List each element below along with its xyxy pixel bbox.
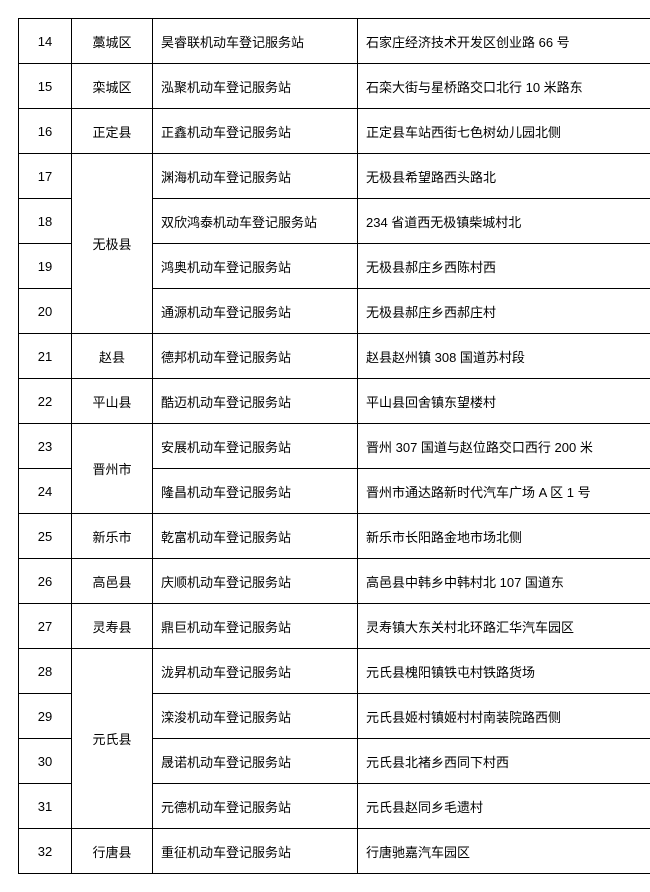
row-number: 21: [19, 334, 72, 379]
address-cell: 行唐驰嘉汽车园区: [358, 829, 650, 874]
table-row: 25 新乐市 乾富机动车登记服务站 新乐市长阳路金地市场北侧: [19, 514, 650, 559]
row-number: 22: [19, 379, 72, 424]
address-cell: 元氏县姬村镇姬村村南装院路西侧: [358, 694, 650, 739]
region-cell: 赵县: [72, 334, 153, 379]
station-cell: 重征机动车登记服务站: [153, 829, 358, 874]
row-number: 24: [19, 469, 72, 514]
table-row: 32 行唐县 重征机动车登记服务站 行唐驰嘉汽车园区: [19, 829, 650, 874]
table-row: 28 元氏县 泷昇机动车登记服务站 元氏县槐阳镇铁屯村铁路货场: [19, 649, 650, 694]
row-number: 15: [19, 64, 72, 109]
registration-stations-table: 14 藁城区 昊睿联机动车登记服务站 石家庄经济技术开发区创业路 66 号 15…: [18, 18, 650, 874]
region-cell: 高邑县: [72, 559, 153, 604]
region-cell-merged: 元氏县: [72, 649, 153, 829]
station-cell: 通源机动车登记服务站: [153, 289, 358, 334]
station-cell: 晟诺机动车登记服务站: [153, 739, 358, 784]
row-number: 20: [19, 289, 72, 334]
station-cell: 安展机动车登记服务站: [153, 424, 358, 469]
station-cell: 昊睿联机动车登记服务站: [153, 19, 358, 64]
address-cell: 晋州市通达路新时代汽车广场 A 区 1 号: [358, 469, 650, 514]
row-number: 27: [19, 604, 72, 649]
row-number: 18: [19, 199, 72, 244]
address-cell: 234 省道西无极镇柴城村北: [358, 199, 650, 244]
address-cell: 灵寿镇大东关村北环路汇华汽车园区: [358, 604, 650, 649]
region-cell: 新乐市: [72, 514, 153, 559]
region-cell: 行唐县: [72, 829, 153, 874]
address-cell: 元氏县北褚乡西同下村西: [358, 739, 650, 784]
station-cell: 鸿奥机动车登记服务站: [153, 244, 358, 289]
region-cell-merged: 晋州市: [72, 424, 153, 514]
table-row: 26 高邑县 庆顺机动车登记服务站 高邑县中韩乡中韩村北 107 国道东: [19, 559, 650, 604]
station-cell: 庆顺机动车登记服务站: [153, 559, 358, 604]
address-cell: 新乐市长阳路金地市场北侧: [358, 514, 650, 559]
address-cell: 无极县郝庄乡西陈村西: [358, 244, 650, 289]
row-number: 25: [19, 514, 72, 559]
row-number: 14: [19, 19, 72, 64]
address-cell: 无极县郝庄乡西郝庄村: [358, 289, 650, 334]
station-cell: 酷迈机动车登记服务站: [153, 379, 358, 424]
row-number: 26: [19, 559, 72, 604]
table-row: 17 无极县 渊海机动车登记服务站 无极县希望路西头路北: [19, 154, 650, 199]
address-cell: 赵县赵州镇 308 国道苏村段: [358, 334, 650, 379]
table-row: 22 平山县 酷迈机动车登记服务站 平山县回舍镇东望楼村: [19, 379, 650, 424]
station-cell: 元德机动车登记服务站: [153, 784, 358, 829]
row-number: 29: [19, 694, 72, 739]
table-row: 21 赵县 德邦机动车登记服务站 赵县赵州镇 308 国道苏村段: [19, 334, 650, 379]
row-number: 19: [19, 244, 72, 289]
region-cell: 栾城区: [72, 64, 153, 109]
address-cell: 元氏县赵同乡毛遗村: [358, 784, 650, 829]
region-cell-merged: 无极县: [72, 154, 153, 334]
station-cell: 泓聚机动车登记服务站: [153, 64, 358, 109]
table-body: 14 藁城区 昊睿联机动车登记服务站 石家庄经济技术开发区创业路 66 号 15…: [19, 19, 650, 874]
station-cell: 乾富机动车登记服务站: [153, 514, 358, 559]
address-cell: 平山县回舍镇东望楼村: [358, 379, 650, 424]
region-cell: 灵寿县: [72, 604, 153, 649]
table-row: 15 栾城区 泓聚机动车登记服务站 石栾大街与星桥路交口北行 10 米路东: [19, 64, 650, 109]
row-number: 16: [19, 109, 72, 154]
address-cell: 元氏县槐阳镇铁屯村铁路货场: [358, 649, 650, 694]
address-cell: 晋州 307 国道与赵位路交口西行 200 米: [358, 424, 650, 469]
station-cell: 泷昇机动车登记服务站: [153, 649, 358, 694]
row-number: 17: [19, 154, 72, 199]
station-cell: 隆昌机动车登记服务站: [153, 469, 358, 514]
region-cell: 平山县: [72, 379, 153, 424]
row-number: 32: [19, 829, 72, 874]
row-number: 28: [19, 649, 72, 694]
row-number: 31: [19, 784, 72, 829]
region-cell: 藁城区: [72, 19, 153, 64]
table-row: 23 晋州市 安展机动车登记服务站 晋州 307 国道与赵位路交口西行 200 …: [19, 424, 650, 469]
table-row: 16 正定县 正鑫机动车登记服务站 正定县车站西街七色树幼儿园北侧: [19, 109, 650, 154]
station-cell: 滦浚机动车登记服务站: [153, 694, 358, 739]
station-cell: 鼎巨机动车登记服务站: [153, 604, 358, 649]
station-cell: 双欣鸿泰机动车登记服务站: [153, 199, 358, 244]
row-number: 23: [19, 424, 72, 469]
region-cell: 正定县: [72, 109, 153, 154]
address-cell: 石栾大街与星桥路交口北行 10 米路东: [358, 64, 650, 109]
address-cell: 正定县车站西街七色树幼儿园北侧: [358, 109, 650, 154]
station-cell: 渊海机动车登记服务站: [153, 154, 358, 199]
row-number: 30: [19, 739, 72, 784]
station-cell: 正鑫机动车登记服务站: [153, 109, 358, 154]
address-cell: 石家庄经济技术开发区创业路 66 号: [358, 19, 650, 64]
table-row: 14 藁城区 昊睿联机动车登记服务站 石家庄经济技术开发区创业路 66 号: [19, 19, 650, 64]
station-cell: 德邦机动车登记服务站: [153, 334, 358, 379]
table-row: 27 灵寿县 鼎巨机动车登记服务站 灵寿镇大东关村北环路汇华汽车园区: [19, 604, 650, 649]
address-cell: 无极县希望路西头路北: [358, 154, 650, 199]
address-cell: 高邑县中韩乡中韩村北 107 国道东: [358, 559, 650, 604]
